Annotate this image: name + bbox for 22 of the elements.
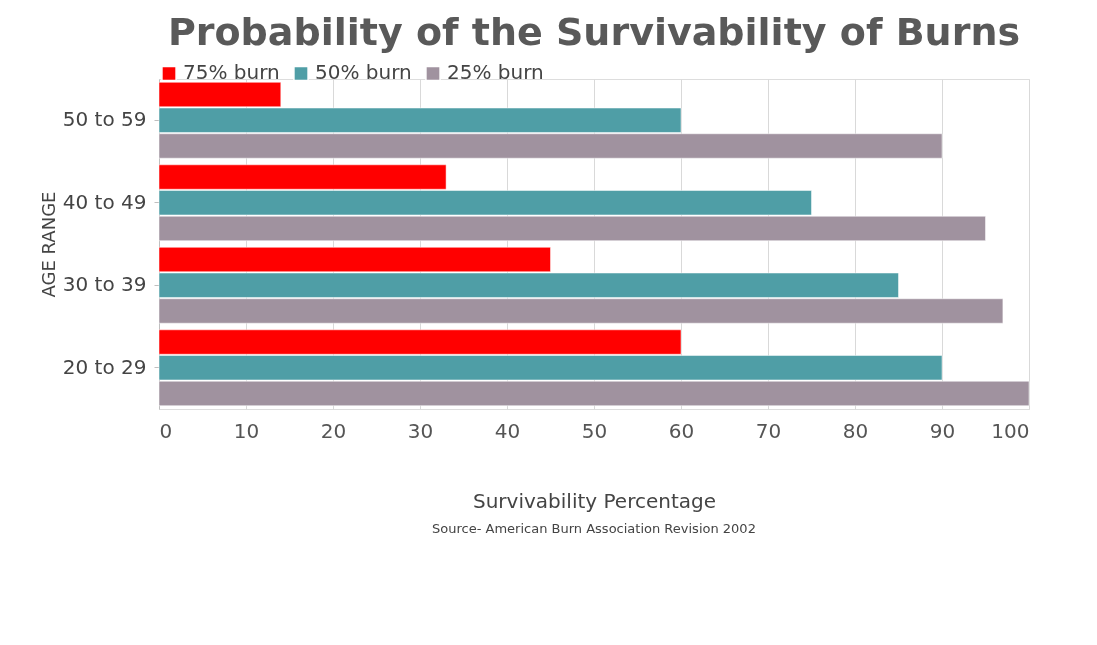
legend-label: 75% burn <box>183 60 280 85</box>
x-tick-label: 70 <box>755 418 782 443</box>
y-tick-label: 20 to 29 <box>62 354 147 379</box>
chart-title: Probability of the Survivability of Burns <box>167 10 1021 54</box>
x-tick-label: 20 <box>320 418 347 443</box>
x-axis-title: Survivability Percentage <box>473 488 716 513</box>
x-tick-label: 80 <box>842 418 869 443</box>
y-tick-label: 30 to 39 <box>62 272 147 297</box>
legend-label: 25% burn <box>447 60 544 85</box>
x-tick-label: 90 <box>929 418 956 443</box>
source-note: Source- American Burn Association Revision 2002 <box>432 521 756 536</box>
x-tick-label: 10 <box>233 418 260 443</box>
x-tick-label: 30 <box>407 418 434 443</box>
x-tick-label: 60 <box>668 418 695 443</box>
x-tick-label: 0 <box>159 418 173 443</box>
x-tick-label: 100 <box>991 418 1030 443</box>
y-tick-label: 50 to 59 <box>62 107 147 132</box>
legend-label: 50% burn <box>315 60 412 85</box>
y-tick-label: 40 to 49 <box>62 189 147 214</box>
y-axis-title: AGE RANGE <box>37 191 59 298</box>
x-tick-label: 40 <box>494 418 521 443</box>
x-tick-label: 50 <box>581 418 608 443</box>
